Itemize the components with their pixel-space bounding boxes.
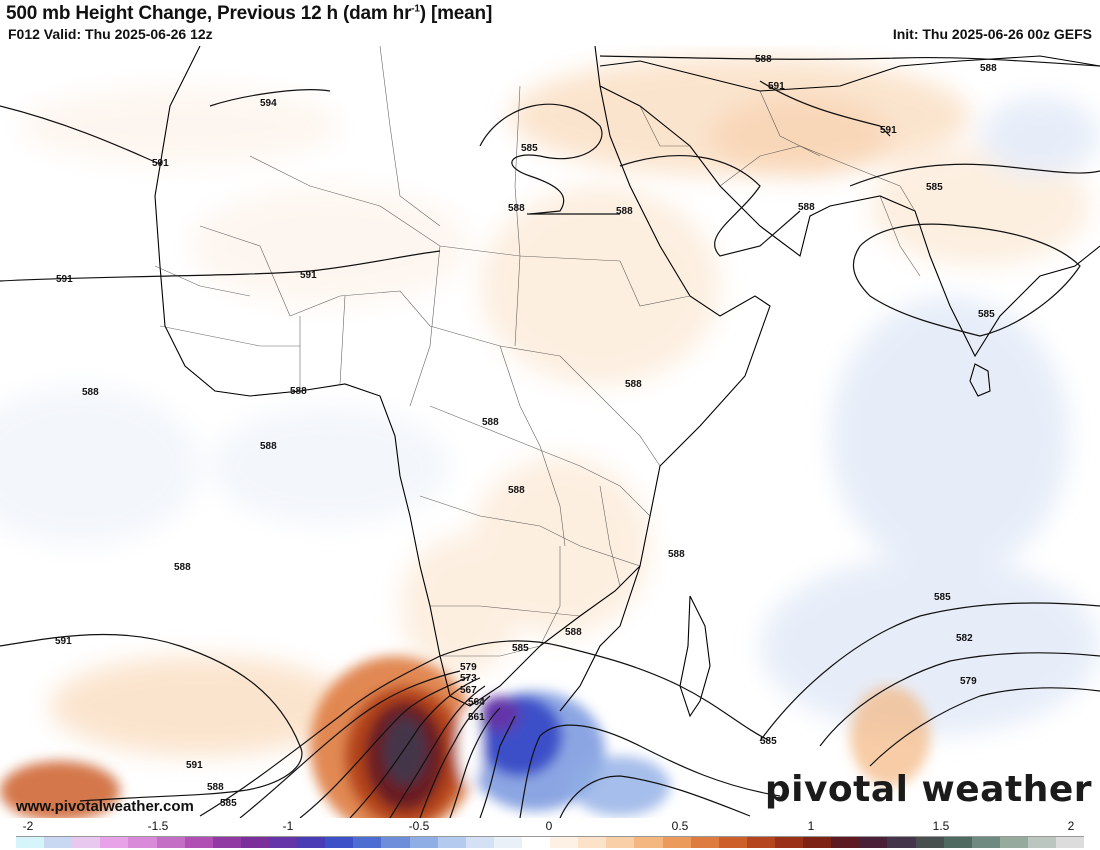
svg-text:579: 579 [960, 676, 977, 687]
colorbar-swatch [325, 837, 354, 848]
colorbar-swatch [690, 837, 719, 848]
colorbar-swatch [943, 837, 972, 848]
svg-text:588: 588 [616, 206, 633, 217]
colorbar-tick: -1.5 [147, 819, 169, 833]
svg-text:588: 588 [482, 417, 499, 428]
colorbar-swatch [465, 837, 494, 848]
colorbar-tick: 0.5 [671, 819, 689, 833]
colorbar-swatch [971, 837, 1000, 848]
svg-text:588: 588 [82, 387, 99, 398]
colorbar-swatch [72, 837, 101, 848]
map-title: 500 mb Height Change, Previous 12 h (dam… [6, 3, 493, 24]
colorbar-swatch [268, 837, 298, 848]
colorbar-tick: -2 [22, 819, 34, 833]
svg-text:591: 591 [55, 636, 72, 647]
svg-text:588: 588 [290, 386, 307, 397]
map-panel: 594 591 591 591 591 591 591 591 588 588 … [0, 46, 1100, 818]
colorbar-swatch [662, 837, 691, 848]
colorbar [16, 836, 1085, 848]
colorbar-tick: 2 [1067, 819, 1075, 833]
svg-text:588: 588 [508, 485, 525, 496]
svg-text:573: 573 [460, 673, 477, 684]
colorbar-swatch [887, 837, 916, 848]
colorbar-swatch [774, 837, 804, 848]
svg-text:591: 591 [768, 81, 785, 92]
svg-text:588: 588 [260, 441, 277, 452]
pivotal-weather-logo: pivotal weather [764, 769, 1092, 810]
colorbar-swatch [409, 837, 438, 848]
svg-text:585: 585 [220, 798, 237, 809]
colorbar-swatch [44, 837, 73, 848]
colorbar-swatch [746, 837, 775, 848]
svg-text:591: 591 [56, 274, 73, 285]
colorbar-swatch [156, 837, 185, 848]
svg-text:591: 591 [152, 158, 169, 169]
svg-text:594: 594 [260, 98, 277, 109]
colorbar-swatch [634, 837, 663, 848]
svg-text:591: 591 [880, 125, 897, 136]
colorbar-swatch [381, 837, 410, 848]
header: 500 mb Height Change, Previous 12 h (dam… [0, 0, 1100, 46]
colorbar-swatch [606, 837, 635, 848]
colorbar-tick: 1 [807, 819, 815, 833]
colorbar-tick: 1.5 [932, 819, 950, 833]
svg-text:582: 582 [956, 633, 973, 644]
svg-text:588: 588 [798, 202, 815, 213]
height-change-shading [0, 56, 1100, 818]
svg-text:579: 579 [460, 662, 477, 673]
colorbar-swatch [16, 837, 45, 848]
colorbar-swatch [803, 837, 832, 848]
svg-text:585: 585 [521, 143, 538, 154]
colorbar-tick: -0.5 [408, 819, 430, 833]
colorbar-swatch [831, 837, 860, 848]
svg-text:561: 561 [468, 712, 485, 723]
svg-text:585: 585 [978, 309, 995, 320]
svg-text:588: 588 [207, 782, 224, 793]
init-time: Init: Thu 2025-06-26 00z GEFS [892, 26, 1092, 42]
svg-text:591: 591 [300, 270, 317, 281]
svg-text:588: 588 [565, 627, 582, 638]
colorbar-tick: -1 [282, 819, 294, 833]
colorbar-ticks: -2 -1.5 -1 -0.5 0 0.5 1 1.5 2 [0, 819, 1100, 835]
colorbar-swatch [100, 837, 129, 848]
map-svg: 594 591 591 591 591 591 591 591 588 588 … [0, 46, 1100, 818]
colorbar-tick: 0 [545, 819, 553, 833]
svg-text:588: 588 [174, 562, 191, 573]
country-borders [154, 46, 921, 657]
colorbar-swatch [184, 837, 213, 848]
svg-text:567: 567 [460, 685, 477, 696]
colorbar-swatch [521, 837, 551, 848]
valid-time: F012 Valid: Thu 2025-06-26 12z [8, 26, 213, 42]
svg-text:564: 564 [468, 697, 485, 708]
colorbar-swatch [493, 837, 522, 848]
svg-text:588: 588 [668, 549, 685, 560]
colorbar-swatch [353, 837, 382, 848]
colorbar-swatch [578, 837, 607, 848]
contour-labels: 594 591 591 591 591 591 591 591 588 588 … [55, 54, 997, 809]
colorbar-swatch [999, 837, 1028, 848]
height-contours [0, 55, 1100, 818]
colorbar-swatch [240, 837, 269, 848]
svg-text:591: 591 [186, 760, 203, 771]
colorbar-swatch [915, 837, 944, 848]
colorbar-swatch [128, 837, 157, 848]
colorbar-swatch [859, 837, 888, 848]
colorbar-swatch [718, 837, 747, 848]
svg-text:585: 585 [926, 182, 943, 193]
svg-text:588: 588 [755, 54, 772, 65]
svg-text:588: 588 [625, 379, 642, 390]
svg-text:588: 588 [980, 63, 997, 74]
svg-text:585: 585 [512, 643, 529, 654]
svg-text:588: 588 [508, 203, 525, 214]
colorbar-swatch [212, 837, 241, 848]
colorbar-swatch [1027, 837, 1057, 848]
svg-text:585: 585 [760, 736, 777, 747]
site-url[interactable]: www.pivotalweather.com [16, 798, 194, 815]
colorbar-swatch [1056, 837, 1085, 848]
colorbar-swatch [437, 837, 466, 848]
colorbar-swatch [297, 837, 326, 848]
svg-text:585: 585 [934, 592, 951, 603]
colorbar-swatch [550, 837, 579, 848]
